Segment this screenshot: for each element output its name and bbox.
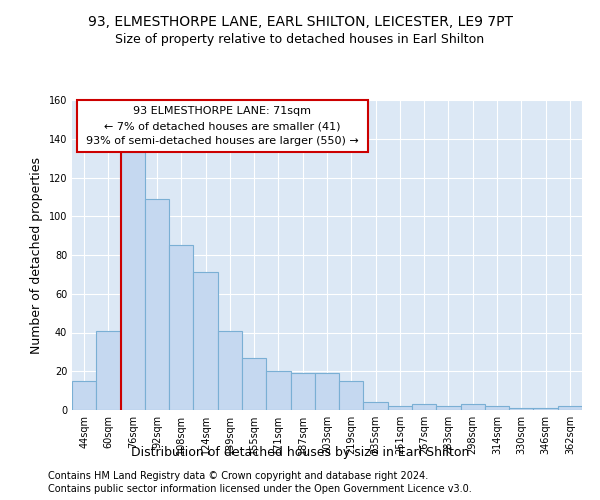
Bar bbox=[388, 406, 412, 410]
Bar bbox=[485, 406, 509, 410]
Y-axis label: Number of detached properties: Number of detached properties bbox=[30, 156, 43, 354]
FancyBboxPatch shape bbox=[77, 100, 368, 152]
Bar bbox=[461, 404, 485, 410]
Text: 93, ELMESTHORPE LANE, EARL SHILTON, LEICESTER, LE9 7PT: 93, ELMESTHORPE LANE, EARL SHILTON, LEIC… bbox=[88, 15, 512, 29]
Bar bbox=[218, 330, 242, 410]
Bar bbox=[193, 272, 218, 410]
Bar bbox=[121, 152, 145, 410]
Bar bbox=[533, 408, 558, 410]
Bar bbox=[290, 373, 315, 410]
Text: Distribution of detached houses by size in Earl Shilton: Distribution of detached houses by size … bbox=[131, 446, 469, 459]
Bar bbox=[96, 330, 121, 410]
Bar bbox=[364, 402, 388, 410]
Bar bbox=[169, 246, 193, 410]
Bar bbox=[72, 381, 96, 410]
Bar bbox=[436, 406, 461, 410]
Text: Size of property relative to detached houses in Earl Shilton: Size of property relative to detached ho… bbox=[115, 32, 485, 46]
Bar bbox=[339, 381, 364, 410]
Text: Contains HM Land Registry data © Crown copyright and database right 2024.: Contains HM Land Registry data © Crown c… bbox=[48, 471, 428, 481]
Text: Contains public sector information licensed under the Open Government Licence v3: Contains public sector information licen… bbox=[48, 484, 472, 494]
Bar bbox=[266, 371, 290, 410]
Bar bbox=[315, 373, 339, 410]
Bar bbox=[558, 406, 582, 410]
Bar bbox=[145, 199, 169, 410]
Text: 93 ELMESTHORPE LANE: 71sqm
← 7% of detached houses are smaller (41)
93% of semi-: 93 ELMESTHORPE LANE: 71sqm ← 7% of detac… bbox=[86, 106, 359, 146]
Bar bbox=[509, 408, 533, 410]
Bar bbox=[242, 358, 266, 410]
Bar bbox=[412, 404, 436, 410]
